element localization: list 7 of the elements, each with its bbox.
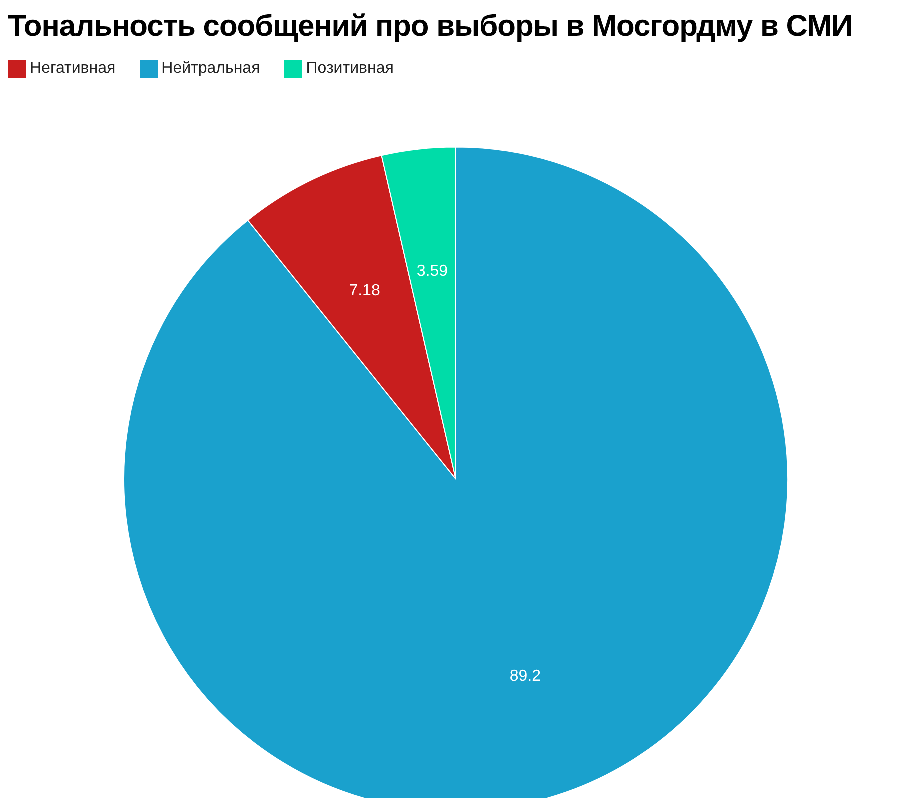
legend-label: Негативная — [30, 60, 116, 78]
data-label: 89.2 — [510, 668, 542, 686]
legend-label: Позитивная — [306, 60, 394, 78]
chart-title: Тональность сообщений про выборы в Мосгордму в СМИ — [8, 10, 853, 44]
data-label: 3.59 — [416, 262, 448, 280]
legend-label: Нейтральная — [162, 60, 260, 78]
data-label: 7.18 — [349, 282, 380, 300]
